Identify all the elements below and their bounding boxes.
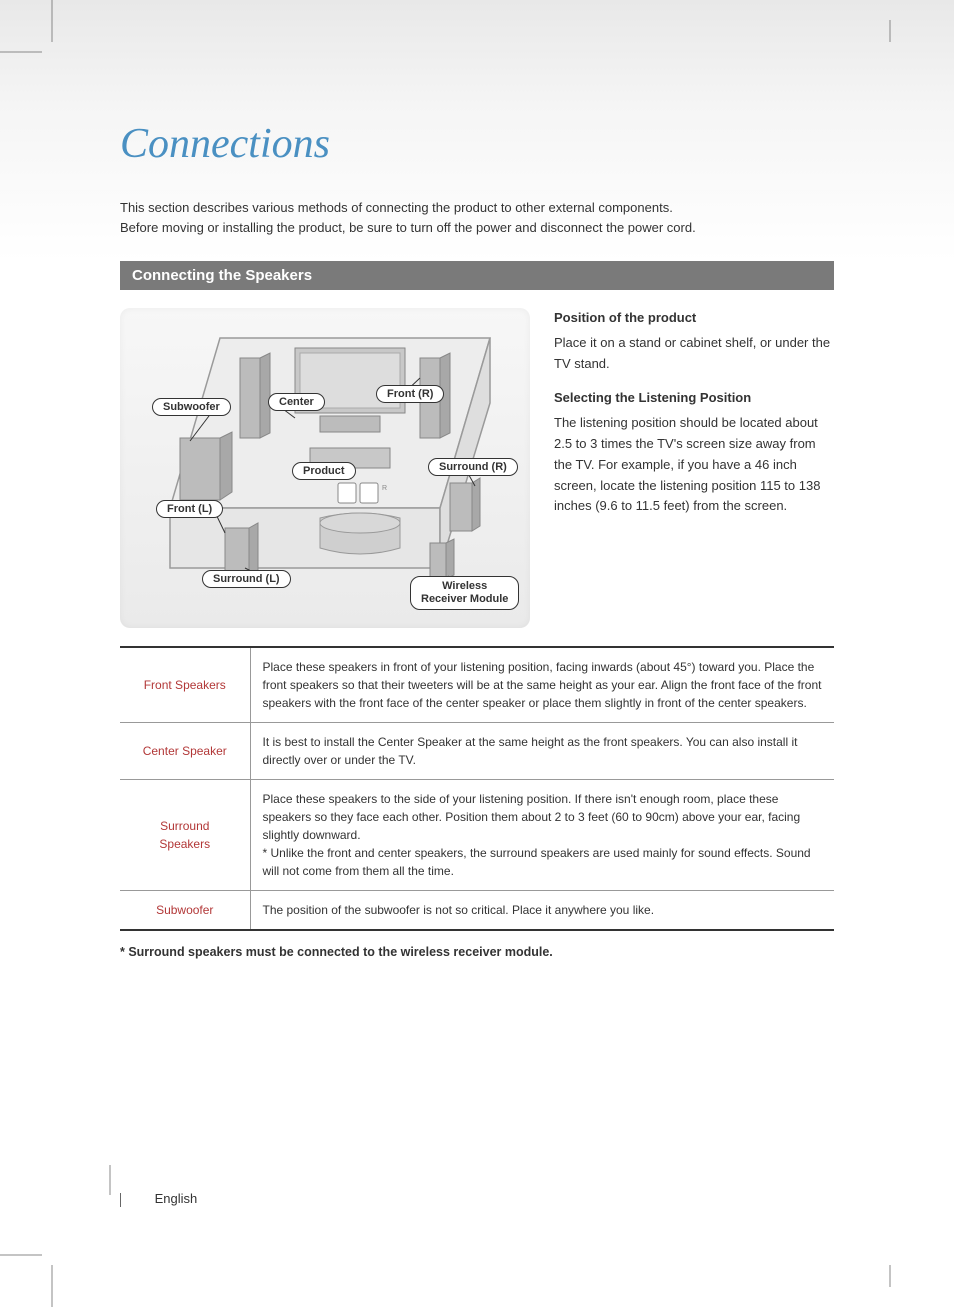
table-row: SurroundSpeakersPlace these speakers to … (120, 780, 834, 891)
table-row: Front SpeakersPlace these speakers in fr… (120, 647, 834, 723)
table-row-label: SurroundSpeakers (120, 780, 250, 891)
surround-r-shape (450, 478, 480, 531)
center-shape (320, 416, 380, 432)
label-wireless-module: Wireless Receiver Module (410, 576, 519, 610)
label-product: Product (292, 462, 356, 480)
footer-language: English (155, 1191, 198, 1206)
label-surround-r: Surround (R) (428, 458, 518, 476)
section-heading: Connecting the Speakers (120, 261, 834, 290)
side-para-1: Place it on a stand or cabinet shelf, or… (554, 333, 834, 375)
table-row-text: Place these speakers in front of your li… (250, 647, 834, 723)
table-row-label: Subwoofer (120, 891, 250, 931)
footnote: * Surround speakers must be connected to… (120, 945, 834, 959)
label-wireless-line2: Receiver Module (421, 593, 508, 605)
table-row: SubwooferThe position of the subwoofer i… (120, 891, 834, 931)
intro-line-2: Before moving or installing the product,… (120, 218, 834, 238)
side-para-2: The listening position should be located… (554, 413, 834, 517)
side-text: Position of the product Place it on a st… (554, 308, 834, 628)
side-heading-1: Position of the product (554, 308, 834, 329)
wireless-module-shape (430, 539, 454, 579)
label-wireless-line1: Wireless (442, 580, 487, 592)
table-row-label: Center Speaker (120, 723, 250, 780)
sofa-shape (320, 513, 400, 554)
speaker-layout-diagram: R (120, 308, 530, 628)
table-row-text: It is best to install the Center Speaker… (250, 723, 834, 780)
side-heading-2: Selecting the Listening Position (554, 388, 834, 409)
subwoofer-shape (180, 432, 232, 500)
intro-text: This section describes various methods o… (120, 198, 834, 237)
footer-bar-icon (120, 1193, 121, 1207)
label-surround-l: Surround (L) (202, 570, 291, 588)
table-row: Center SpeakerIt is best to install the … (120, 723, 834, 780)
table-row-text: The position of the subwoofer is not so … (250, 891, 834, 931)
label-subwoofer: Subwoofer (152, 398, 231, 416)
label-front-r: Front (R) (376, 385, 444, 403)
label-center: Center (268, 393, 325, 411)
front-l-shape (240, 353, 270, 438)
intro-line-1: This section describes various methods o… (120, 198, 834, 218)
speaker-placement-table: Front SpeakersPlace these speakers in fr… (120, 646, 834, 931)
svg-text:R: R (382, 485, 387, 492)
table-row-text: Place these speakers to the side of your… (250, 780, 834, 891)
page-title: Connections (120, 120, 834, 168)
table-row-label: Front Speakers (120, 647, 250, 723)
label-front-l: Front (L) (156, 500, 223, 518)
footer: English (120, 1191, 197, 1207)
